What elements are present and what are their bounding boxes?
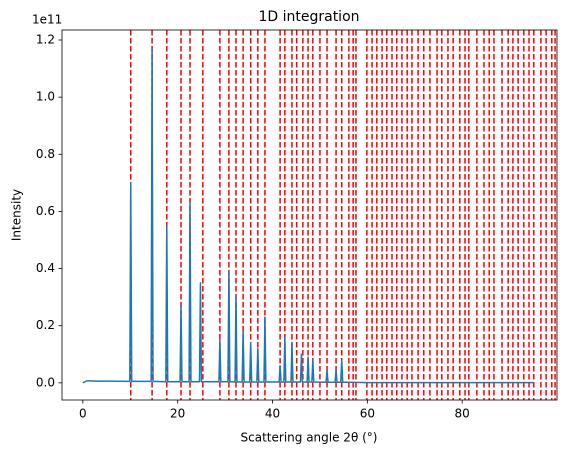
y-tick-label: 0.0 [36,375,55,389]
y-offset-label: 1e11 [32,13,62,27]
chart-title: 1D integration [258,9,359,25]
x-axis-label: Scattering angle 2θ (°) [241,431,378,445]
y-tick-label: 0.6 [36,204,55,218]
y-tick-label: 0.2 [36,318,55,332]
y-tick-label: 0.8 [36,147,55,161]
x-tick-label: 40 [265,407,280,421]
data-line [82,47,534,384]
y-axis-label: Intensity [10,189,24,241]
x-tick-label: 80 [455,407,470,421]
y-tick-label: 1.2 [36,33,55,47]
plot-frame [61,29,558,401]
x-tick-label: 60 [360,407,375,421]
x-tick-label: 20 [170,407,185,421]
y-tick-label: 0.4 [36,261,55,275]
x-tick-label: 0 [79,407,87,421]
y-tick-label: 1.0 [36,90,55,104]
